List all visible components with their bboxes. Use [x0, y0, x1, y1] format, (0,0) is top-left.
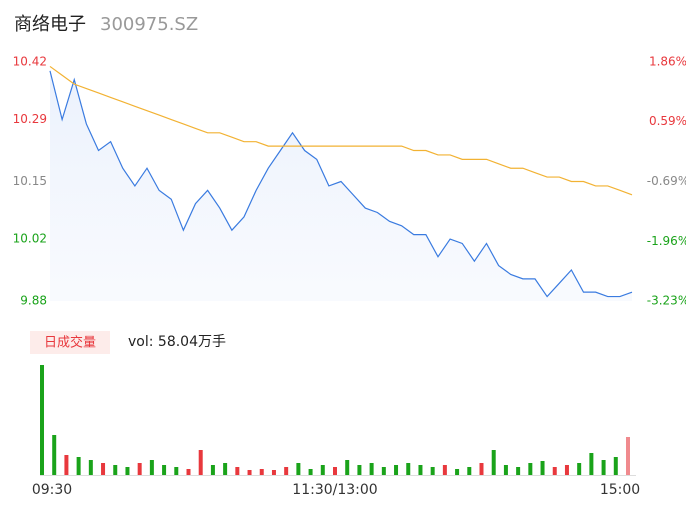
price-area [50, 70, 632, 301]
volume-bar [381, 467, 386, 475]
volume-bar [52, 435, 57, 475]
volume-bar [333, 467, 337, 475]
volume-bar [247, 470, 252, 475]
volume-legend: 日成交量 [44, 335, 96, 351]
volume-bar [479, 463, 484, 475]
volume-bar [223, 463, 228, 475]
volume-bar [235, 467, 240, 475]
volume-bar [296, 463, 301, 475]
y-tick-label: 10.29 [13, 112, 47, 126]
volume-bar [503, 465, 508, 475]
legend-box [30, 331, 110, 354]
volume-bar [125, 467, 130, 475]
volume-bar [406, 463, 411, 475]
volume-bar [540, 461, 545, 475]
volume-bar [137, 463, 142, 475]
y2-tick-label: 1.86% [649, 55, 686, 69]
volume-bar [174, 467, 179, 475]
volume-bar [394, 465, 399, 475]
volume-bar [491, 450, 496, 475]
volume-bar [467, 467, 472, 475]
volume-bar [455, 469, 460, 475]
x-tick-label: 09:30 [32, 482, 72, 498]
volume-bar [626, 437, 630, 475]
volume-bar [528, 463, 533, 475]
volume-bar [88, 460, 93, 475]
volume-bar [613, 457, 618, 475]
volume-bar [113, 465, 118, 475]
volume-bar [552, 467, 557, 475]
volume-bar [40, 365, 44, 475]
volume-bar [516, 467, 521, 475]
volume-bar [271, 470, 276, 475]
volume-total: vol: 58.04万手 [128, 334, 226, 350]
volume-bar [101, 463, 106, 475]
y-tick-label: 10.02 [13, 232, 47, 246]
volume-bar [369, 463, 374, 475]
volume-bar [308, 469, 313, 475]
volume-bar [64, 455, 69, 475]
stock-name: 商络电子 [14, 14, 86, 35]
volume-bar [186, 469, 191, 475]
volume-bar [430, 467, 435, 475]
y2-tick-label: -1.96% [647, 234, 686, 248]
volume-bar [589, 453, 594, 475]
volume-bar [284, 467, 289, 475]
volume-bar [162, 465, 167, 475]
volume-bar [601, 460, 606, 475]
volume-bar [564, 465, 569, 475]
volume-bar [345, 460, 350, 475]
stock-code: 300975.SZ [100, 14, 198, 35]
volume-bar [210, 465, 215, 475]
x-tick-label: 15:00 [600, 482, 640, 498]
volume-bar [357, 465, 362, 475]
x-tick-label: 11:30/13:00 [292, 482, 377, 498]
y2-tick-label: 0.59% [649, 114, 686, 128]
series-line [49, 70, 633, 298]
y-tick-label: 9.88 [20, 294, 47, 308]
volume-bar [198, 450, 203, 475]
y-tick-label: 10.15 [13, 174, 47, 188]
volume-bar [418, 465, 423, 475]
y-tick-label: 10.42 [13, 55, 47, 69]
volume-bar [320, 465, 325, 475]
volume-bar [259, 469, 264, 475]
volume-bar [149, 460, 154, 475]
volume-bar [577, 463, 582, 475]
y2-tick-label: -3.23% [647, 294, 686, 308]
volume-bar [76, 457, 81, 475]
series-line [49, 65, 633, 196]
y2-tick-label: -0.69% [647, 174, 686, 188]
volume-bar [442, 465, 447, 475]
